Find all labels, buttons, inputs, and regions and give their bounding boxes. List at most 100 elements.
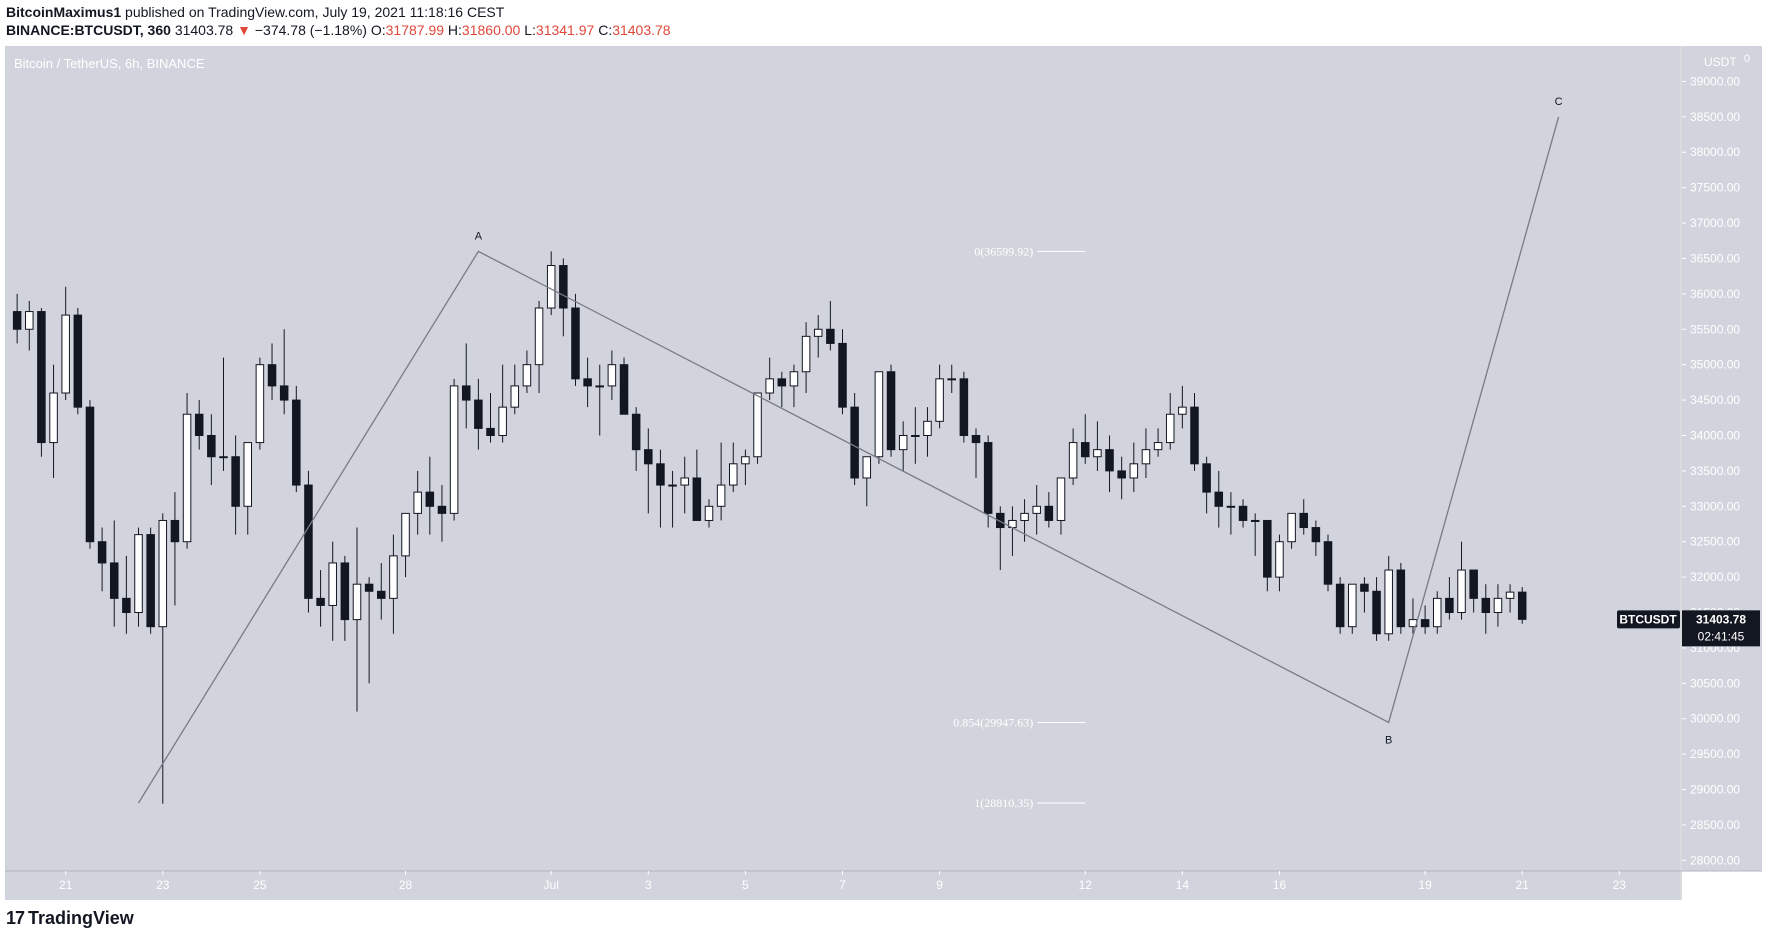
candle-down (1117, 470, 1126, 479)
wave-label: B (1385, 734, 1392, 746)
candle-down (1105, 449, 1114, 472)
published-text: published on TradingView.com, July 19, 2… (125, 4, 505, 20)
candle-down (292, 399, 301, 486)
fib-level-label: 0.854(29947.63) (953, 715, 1033, 729)
candle-down (826, 328, 835, 344)
candle-down (37, 311, 46, 444)
wave-line (137, 116, 1560, 804)
y-axis: 28000.00 28500.00 29000.00 29500.00 30000.00… (1682, 74, 1740, 867)
candle-up (923, 420, 932, 436)
candle-down (207, 434, 216, 458)
candle-down (474, 399, 483, 429)
price-change: −374.78 (−1.18%) (254, 22, 367, 38)
candle-down (996, 512, 1005, 529)
candle-up (862, 456, 872, 479)
candle-up (401, 512, 410, 557)
candle-up (704, 505, 714, 521)
candle-up (522, 364, 532, 387)
candle-down (364, 583, 374, 592)
candle-up (413, 491, 422, 514)
x-tick-label: 23 (156, 878, 170, 892)
candle-down (959, 378, 969, 436)
y-tick-label: 32000.00 (1690, 570, 1740, 584)
candle-down (1335, 583, 1345, 628)
candle-up (1250, 519, 1260, 522)
publisher-name[interactable]: BitcoinMaximus1 (6, 4, 122, 20)
candle-down (437, 505, 447, 514)
candle-up (1432, 597, 1442, 628)
candle-down (146, 534, 155, 628)
y-tick-label: 37000.00 (1690, 216, 1740, 230)
x-tick-label: 28 (399, 878, 413, 892)
candle-down (279, 385, 289, 401)
fib-retracement[interactable]: 0(36599.92) 0.854(29947.63) 1(28810.35) (953, 244, 1086, 810)
candle-up (158, 519, 168, 628)
candle-up (716, 484, 726, 507)
time-scale[interactable] (5, 871, 1680, 900)
candle-down (656, 463, 665, 486)
candle-up (243, 442, 253, 507)
x-tick-label: 14 (1176, 878, 1190, 892)
candle-down (267, 364, 277, 387)
footer: 17 TradingView (0, 900, 1765, 935)
candle-up (219, 456, 228, 459)
y-tick-label: 34500.00 (1690, 393, 1740, 407)
candle-up (801, 335, 811, 373)
candle-up (510, 385, 520, 408)
candle-up (182, 413, 192, 543)
candle-up (49, 392, 58, 444)
x-tick-label: 3 (645, 878, 652, 892)
abc-wave[interactable]: A B C (137, 96, 1563, 804)
candle-up (607, 364, 617, 387)
y-tick-label: 30000.00 (1690, 712, 1740, 726)
candle-up (1457, 569, 1466, 614)
tradingview-logo[interactable]: 17 TradingView (6, 908, 134, 929)
candle-down (1372, 590, 1381, 635)
candle-up (1493, 597, 1503, 614)
candle-up (1032, 505, 1041, 514)
price-scale[interactable] (1682, 46, 1762, 871)
candle-down (631, 413, 641, 451)
candle-down (377, 590, 386, 599)
candle-down (425, 491, 435, 507)
candle-up (1056, 477, 1066, 521)
x-tick-label: 16 (1273, 878, 1287, 892)
candle-up (753, 392, 762, 458)
x-tick-label: 23 (1613, 878, 1627, 892)
candle-down (73, 314, 83, 408)
candle-up (680, 477, 689, 486)
last-price-tag: BTCUSDT 31403.78 02:41:45 (1617, 610, 1760, 647)
candle-down (1299, 512, 1308, 529)
candle-down (304, 484, 313, 599)
candle-down (1238, 505, 1248, 521)
candle-up (813, 328, 823, 337)
fib-level-label: 0(36599.92) (974, 244, 1033, 258)
candle-up (534, 307, 544, 366)
candle-up (1141, 449, 1151, 465)
open-label: O: (370, 22, 386, 38)
candle-down (619, 364, 629, 415)
candle-down (486, 427, 495, 436)
candle-down (850, 406, 859, 479)
candle-down (1420, 619, 1430, 628)
candle-down (838, 342, 847, 408)
candle-up (1165, 413, 1175, 444)
candle-down (1396, 569, 1406, 628)
candle-down (122, 597, 131, 614)
candle-up (1129, 463, 1139, 479)
fib-level-label: 1(28810.35) (974, 796, 1033, 810)
high-label: H: (447, 22, 462, 38)
candle-up (595, 385, 605, 388)
candle-up (935, 378, 944, 422)
candle-up (352, 583, 362, 621)
candle-down (12, 311, 22, 330)
price-tag-bg (1682, 610, 1760, 647)
chart-title: Bitcoin / TetherUS, 6h, BINANCE (14, 56, 205, 71)
candle-down (583, 378, 592, 387)
candle-up (1287, 512, 1296, 543)
high-value: 31860.00 (461, 22, 521, 38)
symbol-tag-label: BTCUSDT (1619, 612, 1677, 626)
header-bar: BitcoinMaximus1 published on TradingView… (0, 0, 1765, 46)
plot-area[interactable] (5, 46, 1680, 871)
